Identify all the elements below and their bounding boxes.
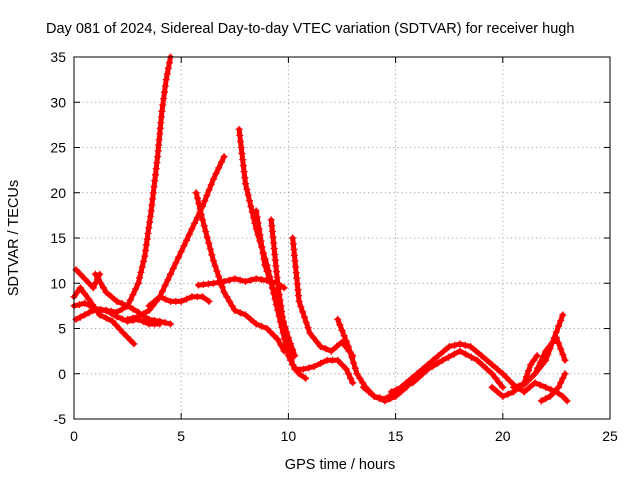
y-tick-label: 0 (58, 366, 66, 382)
x-axis-label: GPS time / hours (285, 457, 395, 473)
y-tick-label: 25 (50, 140, 66, 156)
y-tick-label: 15 (50, 230, 66, 246)
x-tick-label: 0 (70, 428, 78, 444)
y-tick-label: 5 (58, 321, 66, 337)
y-tick-label: 10 (50, 275, 66, 291)
y-tick-label: 30 (50, 94, 66, 110)
series-track-c (71, 54, 175, 316)
x-tick-label: 15 (388, 428, 404, 444)
sdtvar-chart: -505101520253035 0 5 10 15 20 25 Day 081 of 2… (0, 0, 640, 480)
x-tick-labels: 0 5 10 15 20 25 (70, 428, 618, 444)
y-tick-label: 35 (50, 49, 66, 65)
x-tick-label: 20 (495, 428, 511, 444)
x-tick-label: 5 (177, 428, 185, 444)
y-tick-label: -5 (54, 411, 67, 427)
series-line (74, 57, 171, 312)
y-tick-labels: -5 0 5 10 15 20 25 30 35 (50, 49, 66, 427)
series-layer (71, 54, 571, 405)
y-axis-label: SDTVAR / TECUs (6, 180, 22, 296)
x-tick-label: 25 (602, 428, 618, 444)
x-tick-label: 10 (281, 428, 297, 444)
series-track-g (146, 293, 213, 309)
y-tick-label: 20 (50, 185, 66, 201)
chart-title: Day 081 of 2024, Sidereal Day-to-day VTE… (46, 21, 574, 37)
series-track-p (388, 348, 507, 396)
